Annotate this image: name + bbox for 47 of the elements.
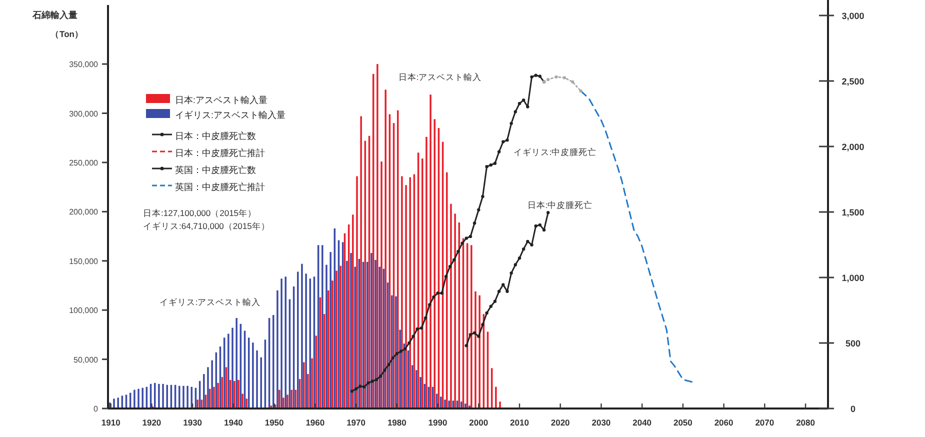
- x-tick-label: 1920: [142, 418, 162, 428]
- annotation: イギリス:64,710,000（2015年）: [143, 221, 270, 231]
- y2-tick-label: 1,500: [842, 207, 864, 218]
- annotation: 日本:アスベスト輸入: [398, 72, 482, 82]
- y2-tick-label: 2,000: [842, 142, 864, 152]
- legend-label: イギリス:アスベスト輸入量: [175, 110, 286, 120]
- y2-tick-label: 1,000: [842, 272, 864, 283]
- annotation: イギリス:アスベスト輸入: [159, 297, 261, 307]
- x-tick-label: 2010: [510, 418, 530, 428]
- y-tick-label: 200,000: [69, 208, 99, 217]
- y2-tick-label: 3,000: [842, 10, 864, 21]
- x-tick-label: 2050: [673, 418, 693, 428]
- x-tick-label: 1990: [428, 418, 448, 428]
- x-tick-label: 1910: [101, 418, 121, 428]
- legend-label: 日本：中皮腫死亡推計: [175, 148, 265, 158]
- x-tick-label: 1970: [346, 418, 366, 428]
- x-tick-label: 2040: [632, 418, 652, 428]
- y2-tick-label: 500: [845, 338, 861, 348]
- y-tick-label: 150,000: [69, 256, 99, 266]
- legend-label: 日本：中皮腫死亡数: [175, 131, 256, 141]
- legend-label: 英国：中皮腫死亡推計: [175, 182, 265, 192]
- y-tick-label: 300,000: [69, 109, 99, 118]
- x-tick-label: 2000: [469, 418, 488, 428]
- y-tick-label: 0: [94, 404, 99, 414]
- y-tick-label: 50,000: [74, 355, 99, 364]
- x-tick-label: 2020: [550, 418, 570, 428]
- legend-label: 日本:アスベスト輸入量: [175, 95, 268, 105]
- y-tick-label: 350,000: [69, 60, 99, 70]
- legend-label: 英国：中皮腫死亡数: [175, 165, 256, 175]
- annotation: 日本:127,100,000（2015年）: [143, 208, 257, 218]
- x-tick-label: 1960: [306, 418, 325, 428]
- y-axis-title: 石綿輸入量: [32, 10, 78, 20]
- x-tick-label: 2080: [796, 418, 816, 428]
- y2-tick-label: 0: [850, 404, 856, 414]
- x-tick-label: 2060: [714, 418, 734, 428]
- x-tick-label: 1950: [264, 418, 284, 428]
- y2-tick-label: 2,500: [842, 76, 864, 86]
- y-tick-label: 100,000: [69, 306, 99, 316]
- x-tick-label: 1980: [387, 418, 407, 428]
- text: （Ton）: [50, 29, 84, 39]
- x-tick-label: 1930: [183, 418, 202, 428]
- x-tick-label: 2030: [592, 418, 611, 428]
- annotation: イギリス:中皮腫死亡: [513, 147, 597, 157]
- annotation: 日本:中皮腫死亡: [527, 200, 593, 210]
- x-tick-label: 1940: [224, 418, 244, 428]
- y-tick-label: 250,000: [69, 158, 99, 168]
- x-tick-label: 2070: [755, 418, 774, 428]
